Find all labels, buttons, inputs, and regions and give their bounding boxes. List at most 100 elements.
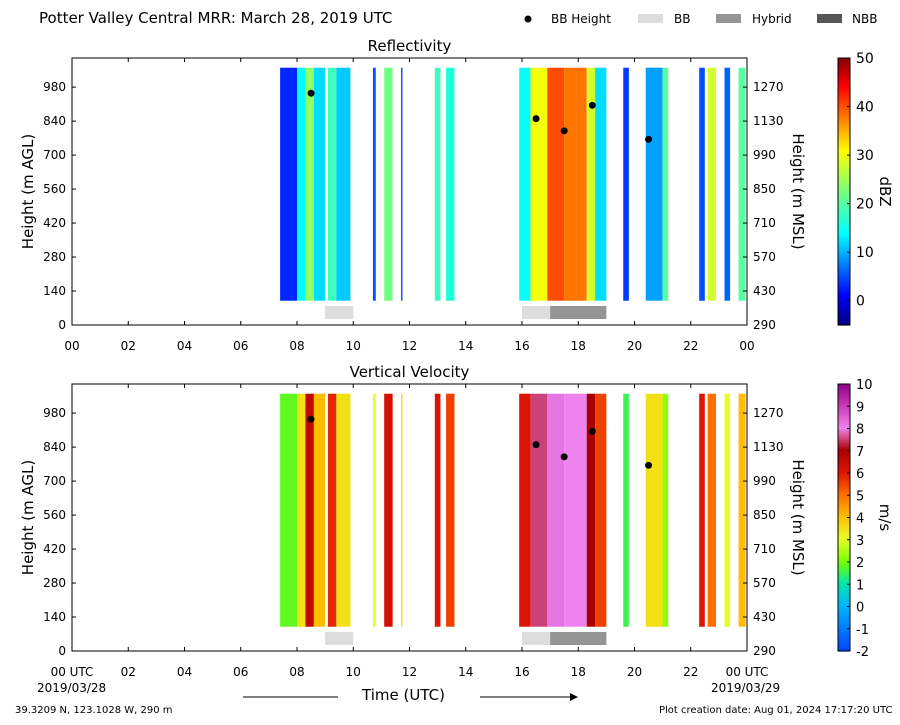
- colorbar-step: [838, 93, 850, 97]
- colorbar-step: [838, 316, 850, 319]
- echo-segment: [280, 393, 297, 627]
- colorbar-step: [838, 555, 850, 559]
- echo-segment: [645, 67, 663, 301]
- y-axis-label: Height (m AGL): [19, 134, 37, 249]
- colorbar-step: [838, 267, 850, 270]
- colorbar-step: [838, 269, 850, 273]
- start-date-label: 2019/03/28: [37, 681, 107, 695]
- colorbar-step: [838, 432, 850, 436]
- colorbar-step: [838, 513, 850, 516]
- colorbar-step: [838, 590, 850, 594]
- colorbar-step: [838, 106, 850, 110]
- colorbar-step: [838, 169, 850, 173]
- colorbar-step: [838, 617, 850, 621]
- bb-type-bar-hybrid: [550, 306, 607, 319]
- echo-segment: [707, 393, 717, 627]
- colorbar-step: [838, 419, 850, 423]
- echo-segment: [724, 393, 731, 627]
- echo-segment: [372, 393, 376, 627]
- colorbar-step: [838, 304, 850, 308]
- colorbar-tick-label: 2: [856, 556, 864, 571]
- colorbar-step: [838, 517, 850, 521]
- x-tick-label: 04: [177, 665, 192, 679]
- colorbar-step: [838, 573, 850, 576]
- colorbar-step: [838, 113, 850, 117]
- x-tick-label: 02: [121, 339, 136, 353]
- y-tick-label-right: 710: [753, 542, 776, 556]
- colorbar-step: [838, 171, 850, 175]
- echo-segment: [327, 393, 337, 627]
- y-tick-label: 980: [43, 80, 66, 94]
- echo-segment: [623, 67, 629, 301]
- colorbar-step: [838, 178, 850, 181]
- colorbar-step: [838, 220, 850, 224]
- colorbar-step: [838, 628, 850, 632]
- legend-label: Hybrid: [752, 12, 792, 26]
- bb-type-bar-bb: [522, 306, 551, 319]
- colorbar-step: [838, 544, 850, 548]
- echo-segment: [297, 393, 306, 627]
- colorbar-step: [838, 184, 850, 188]
- colorbar-step: [838, 568, 850, 572]
- colorbar-step: [838, 530, 850, 534]
- echo-segment: [547, 67, 565, 301]
- colorbar-step: [838, 131, 850, 135]
- colorbar-step: [838, 175, 850, 179]
- time-axis-label: Time (UTC): [362, 686, 445, 704]
- end-date-label: 2019/03/29: [711, 681, 781, 695]
- colorbar-step: [838, 430, 850, 434]
- colorbar-step: [838, 164, 850, 168]
- y-tick-label-right: 290: [753, 318, 776, 332]
- colorbar-step: [838, 264, 850, 268]
- bb-height-point: [645, 135, 653, 143]
- figure-title: Potter Valley Central MRR: March 28, 201…: [39, 9, 393, 27]
- colorbar-step: [838, 173, 850, 177]
- colorbar-step: [838, 218, 850, 222]
- colorbar-step: [838, 597, 850, 601]
- x-tick-label: 10: [346, 665, 361, 679]
- x-tick-label: 16: [514, 665, 529, 679]
- y-tick-label-right: 290: [753, 644, 776, 658]
- colorbar-tick-label: 20: [856, 197, 874, 213]
- echo-segment: [297, 67, 306, 301]
- echo-segment: [446, 393, 455, 627]
- x-tick-label: 04: [177, 339, 192, 353]
- colorbar-step: [838, 260, 850, 264]
- x-tick-label: 18: [571, 339, 586, 353]
- colorbar-step: [838, 406, 850, 410]
- colorbar-step: [838, 318, 850, 322]
- plot-area: [72, 58, 747, 325]
- colorbar-step: [838, 435, 850, 438]
- colorbar-step: [838, 82, 850, 86]
- colorbar-step: [838, 109, 850, 112]
- colorbar-step: [838, 66, 850, 70]
- colorbar-step: [838, 135, 850, 139]
- colorbar-step: [838, 490, 850, 494]
- echo-segment: [645, 393, 663, 627]
- colorbar-step: [838, 582, 850, 585]
- colorbar-step: [838, 388, 850, 392]
- y-tick-label: 280: [43, 576, 66, 590]
- colorbar-step: [838, 519, 850, 523]
- colorbar-step: [838, 608, 850, 612]
- legend-swatch-hybrid: [716, 14, 741, 23]
- y-tick-label: 420: [43, 216, 66, 230]
- y-tick-label: 420: [43, 542, 66, 556]
- colorbar-step: [838, 481, 850, 485]
- echo-segment: [401, 67, 403, 301]
- bb-height-point: [588, 101, 596, 109]
- colorbar-step: [838, 320, 850, 324]
- x-tick-label: 06: [233, 339, 248, 353]
- colorbar-step: [838, 280, 850, 284]
- colorbar-step: [838, 539, 850, 543]
- colorbar-step: [838, 424, 850, 427]
- bb-height-point: [307, 415, 315, 423]
- colorbar-step: [838, 468, 850, 472]
- x-tick-label: 00: [64, 339, 79, 353]
- colorbar-step: [838, 446, 850, 450]
- colorbar-step: [838, 60, 850, 64]
- echo-segment: [662, 67, 669, 301]
- bb-type-bar-bb: [325, 306, 354, 319]
- colorbar-step: [838, 575, 850, 579]
